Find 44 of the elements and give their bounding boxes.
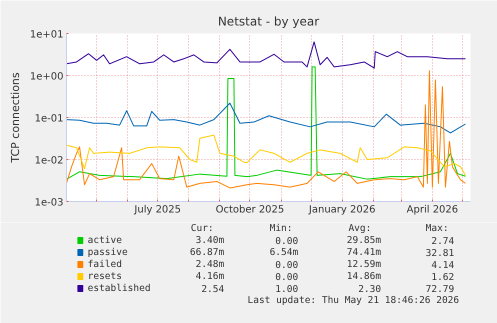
text: Avg: xyxy=(348,223,372,234)
x-tick-label: January 2026 xyxy=(308,204,376,216)
text: Max: xyxy=(426,223,449,234)
text: 0.00 xyxy=(275,260,298,271)
text: Min: xyxy=(270,223,292,234)
legend-label: failed xyxy=(88,259,122,270)
legend-label: active xyxy=(88,235,122,246)
line-series xyxy=(66,102,466,134)
text: 2.74 xyxy=(431,236,455,247)
text: 66.87m xyxy=(190,247,224,258)
chart-title: Netstat - by year xyxy=(218,14,320,28)
text: Cur: xyxy=(190,223,214,234)
text: 74.41m xyxy=(346,247,382,258)
legend-label: resets xyxy=(88,271,122,282)
text: 6.54m xyxy=(270,247,298,258)
text: 12.59m xyxy=(346,259,382,270)
y-tick-label: 1e-03 xyxy=(34,198,64,208)
legend-label: established xyxy=(88,283,151,294)
text: 2.30 xyxy=(358,284,382,295)
text: 2.48m xyxy=(196,259,224,270)
y-tick-label: 1e-02 xyxy=(34,156,64,166)
x-tick-label: July 2025 xyxy=(133,204,182,216)
legend-label: passive xyxy=(88,247,128,258)
y-tick-label: 1e+01 xyxy=(30,30,64,40)
text: 2.54 xyxy=(201,284,224,295)
text: 32.81 xyxy=(426,248,455,259)
text: 1.62 xyxy=(431,272,454,283)
text: 1.00 xyxy=(275,284,298,295)
text: 0.00 xyxy=(275,272,298,283)
y-tick-label: 1e+00 xyxy=(30,72,64,82)
text: 4.16m xyxy=(196,271,224,282)
text: 0.00 xyxy=(275,236,298,247)
y-axis-title: TCP connections xyxy=(8,72,22,164)
line-series xyxy=(66,134,466,176)
text: 72.79 xyxy=(426,284,455,295)
text: 14.86m xyxy=(346,271,382,282)
y-tick-label: 1e-01 xyxy=(34,114,64,124)
line-series xyxy=(66,41,466,69)
text: 3.40m xyxy=(196,235,224,246)
text: Last update: Thu May 21 18:46:26 2026 xyxy=(248,295,460,306)
x-tick-label: October 2025 xyxy=(216,204,284,216)
text: 4.14 xyxy=(431,260,455,271)
x-tick-label: April 2026 xyxy=(406,204,458,216)
text: 29.85m xyxy=(346,235,382,246)
